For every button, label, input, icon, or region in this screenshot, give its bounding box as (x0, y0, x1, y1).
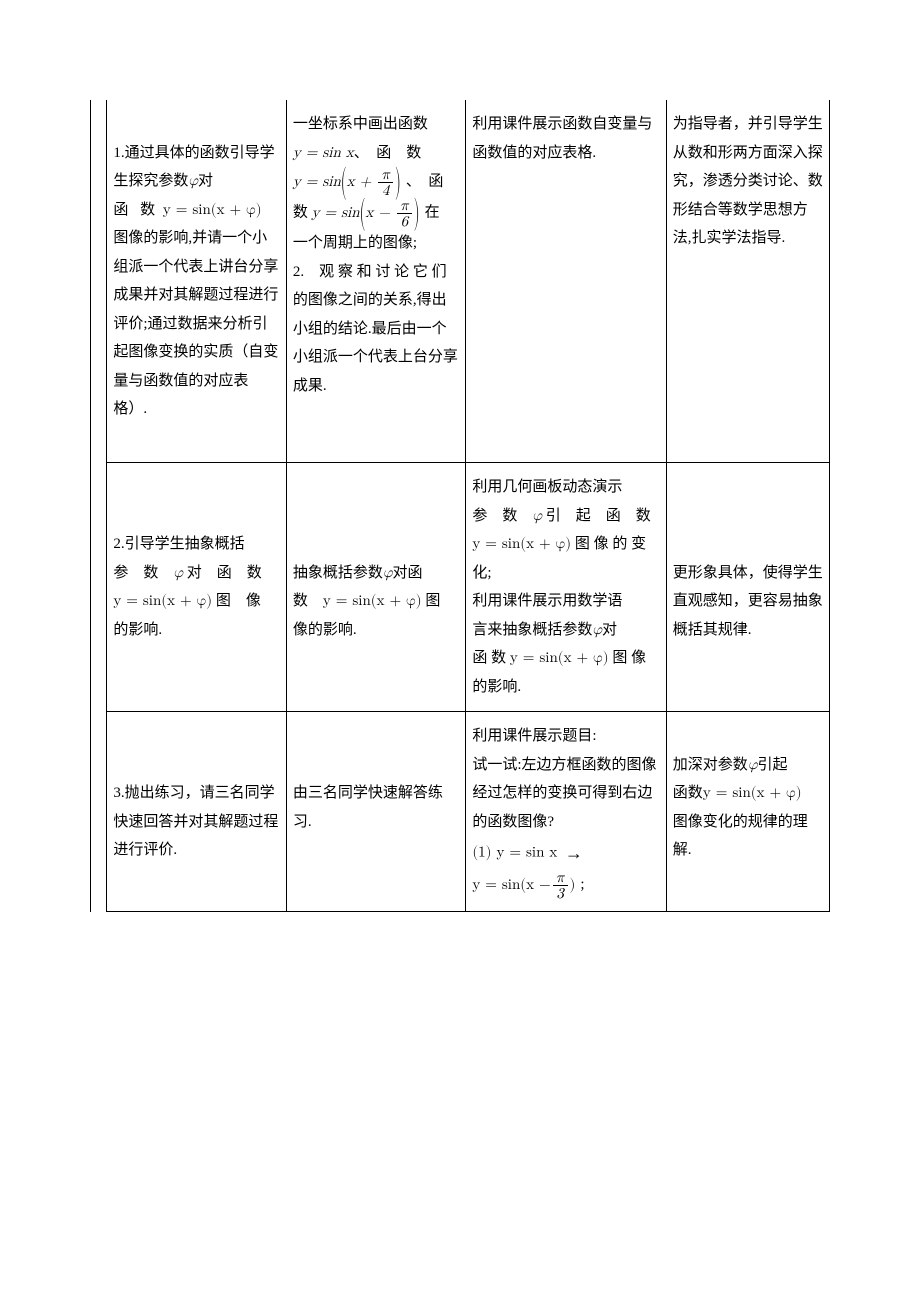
row-span-stub (91, 100, 107, 912)
text: 参 数 (472, 508, 532, 524)
text: 一坐标系中画出函数 (293, 116, 428, 132)
table-row: 1.通过具体的函数引导学生探究参数φ对 函 数 y = sin(x + φ) 图… (91, 100, 830, 463)
math-expr: y = sin(x + φ) (163, 202, 262, 217)
text: 对 (198, 173, 213, 189)
cell-media-1: 利用课件展示函数自变量与函数值的对应表格. (466, 100, 666, 463)
cell-student-activity-2: 抽象概括参数φ对函 数 y = sin(x + φ) 图 像的影响. (286, 463, 466, 712)
math-expr: y = sin(x −π3) (472, 877, 580, 892)
text: 图 像 的 变 (571, 536, 646, 552)
math-expr: (1) y = sin x (472, 845, 557, 860)
text: 2.引导学生抽象概括 (113, 536, 244, 552)
text: 图 像 (609, 650, 647, 666)
math-phi: φ (173, 565, 183, 580)
text: 2. 观 察 和 讨 论 它 们的图像之间的关系,得出小组的结论.最后由一个小组… (293, 264, 458, 394)
text: 、 函 (406, 174, 444, 190)
text: 试一试:左边方框函数的图像经过怎样的变换可得到右边的函数图像? (472, 757, 656, 830)
text: 的影响. (472, 679, 521, 695)
cell-media-2: 利用几何画板动态演示 参 数 φ 引 起 函 数 y = sin(x + φ) … (466, 463, 666, 712)
math-expr: y = sin(x − π6) (312, 205, 425, 220)
cell-intent-2: 更形象具体，使得学生直观感知，更容易抽象概括其规律. (666, 463, 829, 712)
text: 对 函 数 (183, 565, 262, 581)
text: 在 (425, 205, 440, 221)
table-row: 3.抛出练习，请三名同学快速回答并对其解题过程进行评价. 由三名同学快速解答练习… (91, 712, 830, 912)
math-phi: φ (748, 757, 758, 772)
text: 加深对参数 (673, 757, 748, 773)
text: 引起 (757, 757, 787, 773)
cell-teacher-activity-1: 1.通过具体的函数引导学生探究参数φ对 函 数 y = sin(x + φ) 图… (107, 100, 287, 463)
math-expr: y = sin(x + φ) (323, 593, 422, 608)
math-phi: φ (383, 565, 393, 580)
math-expr: y = sin(x + φ) (472, 536, 571, 551)
text: 、 函 数 (354, 145, 422, 161)
table-row: 2.引导学生抽象概括 参 数 φ 对 函 数 y = sin(x + φ) 图 … (91, 463, 830, 712)
cell-intent-3: 加深对参数φ引起 函数y = sin(x + φ) 图像变化的规律的理解. (666, 712, 829, 912)
text: 一个周期上的图像; (293, 235, 417, 251)
math-expr: y = sin(x + φ) (703, 785, 802, 800)
text: 引 起 函 数 (542, 508, 651, 524)
text: 为指导者，并引导学生从数和形两方面深入探究，渗透分类讨论、数形结合等数学思想方法… (673, 116, 823, 246)
text: ; (580, 877, 584, 893)
cell-student-activity-3: 由三名同学快速解答练习. (286, 712, 466, 912)
text: 利用课件展示用数学语 (472, 593, 622, 609)
text: 利用几何画板动态演示 (472, 479, 622, 495)
text: 的影响. (113, 622, 162, 638)
text: 抽象概括参数 (293, 565, 383, 581)
cell-teacher-activity-3: 3.抛出练习，请三名同学快速回答并对其解题过程进行评价. (107, 712, 287, 912)
text: 由三名同学快速解答练习. (293, 785, 443, 830)
text: 图 像 (212, 593, 261, 609)
text: 参 数 (113, 565, 173, 581)
text: 图像的影响,并请一个小组派一个代表上讲台分享成果并对其解题过程进行评价;通过数据… (113, 230, 278, 417)
math-expr: y = sin(x + φ) (510, 650, 609, 665)
text: 函 数 (472, 650, 510, 666)
text: 图像变化的规律的理解. (673, 814, 808, 859)
cell-media-3: 利用课件展示题目: 试一试:左边方框函数的图像经过怎样的变换可得到右边的函数图像… (466, 712, 666, 912)
lesson-plan-table: 1.通过具体的函数引导学生探究参数φ对 函 数 y = sin(x + φ) 图… (90, 100, 830, 912)
cell-teacher-activity-2: 2.引导学生抽象概括 参 数 φ 对 函 数 y = sin(x + φ) 图 … (107, 463, 287, 712)
cell-intent-1: 为指导者，并引导学生从数和形两方面深入探究，渗透分类讨论、数形结合等数学思想方法… (666, 100, 829, 463)
text: 更形象具体，使得学生直观感知，更容易抽象概括其规律. (673, 565, 823, 638)
math-expr: y = sin(x + π4) (293, 174, 406, 189)
text: 数 (293, 593, 323, 609)
text: 函数 (673, 785, 703, 801)
cell-student-activity-1: 一坐标系中画出函数 y = sin x、 函 数 y = sin(x + π4)… (286, 100, 466, 463)
text: 利用课件展示题目: (472, 728, 596, 744)
math-expr: y = sin(x + φ) (113, 593, 212, 608)
math-phi: φ (532, 508, 542, 523)
math-phi: φ (592, 622, 602, 637)
text: 像的影响. (293, 622, 357, 638)
text: 对 (602, 622, 617, 638)
text: 对函 (392, 565, 422, 581)
text: 3.抛出练习，请三名同学快速回答并对其解题过程进行评价. (113, 785, 278, 858)
text: 图 (422, 593, 441, 609)
math-phi: φ (188, 173, 198, 188)
text: 利用课件展示函数自变量与函数值的对应表格. (472, 116, 652, 161)
text: 函 数 (113, 202, 159, 218)
text: 数 (293, 205, 308, 221)
text: 化; (472, 565, 491, 581)
text: 言来抽象概括参数 (472, 622, 592, 638)
arrow-right-icon: → (565, 836, 583, 870)
